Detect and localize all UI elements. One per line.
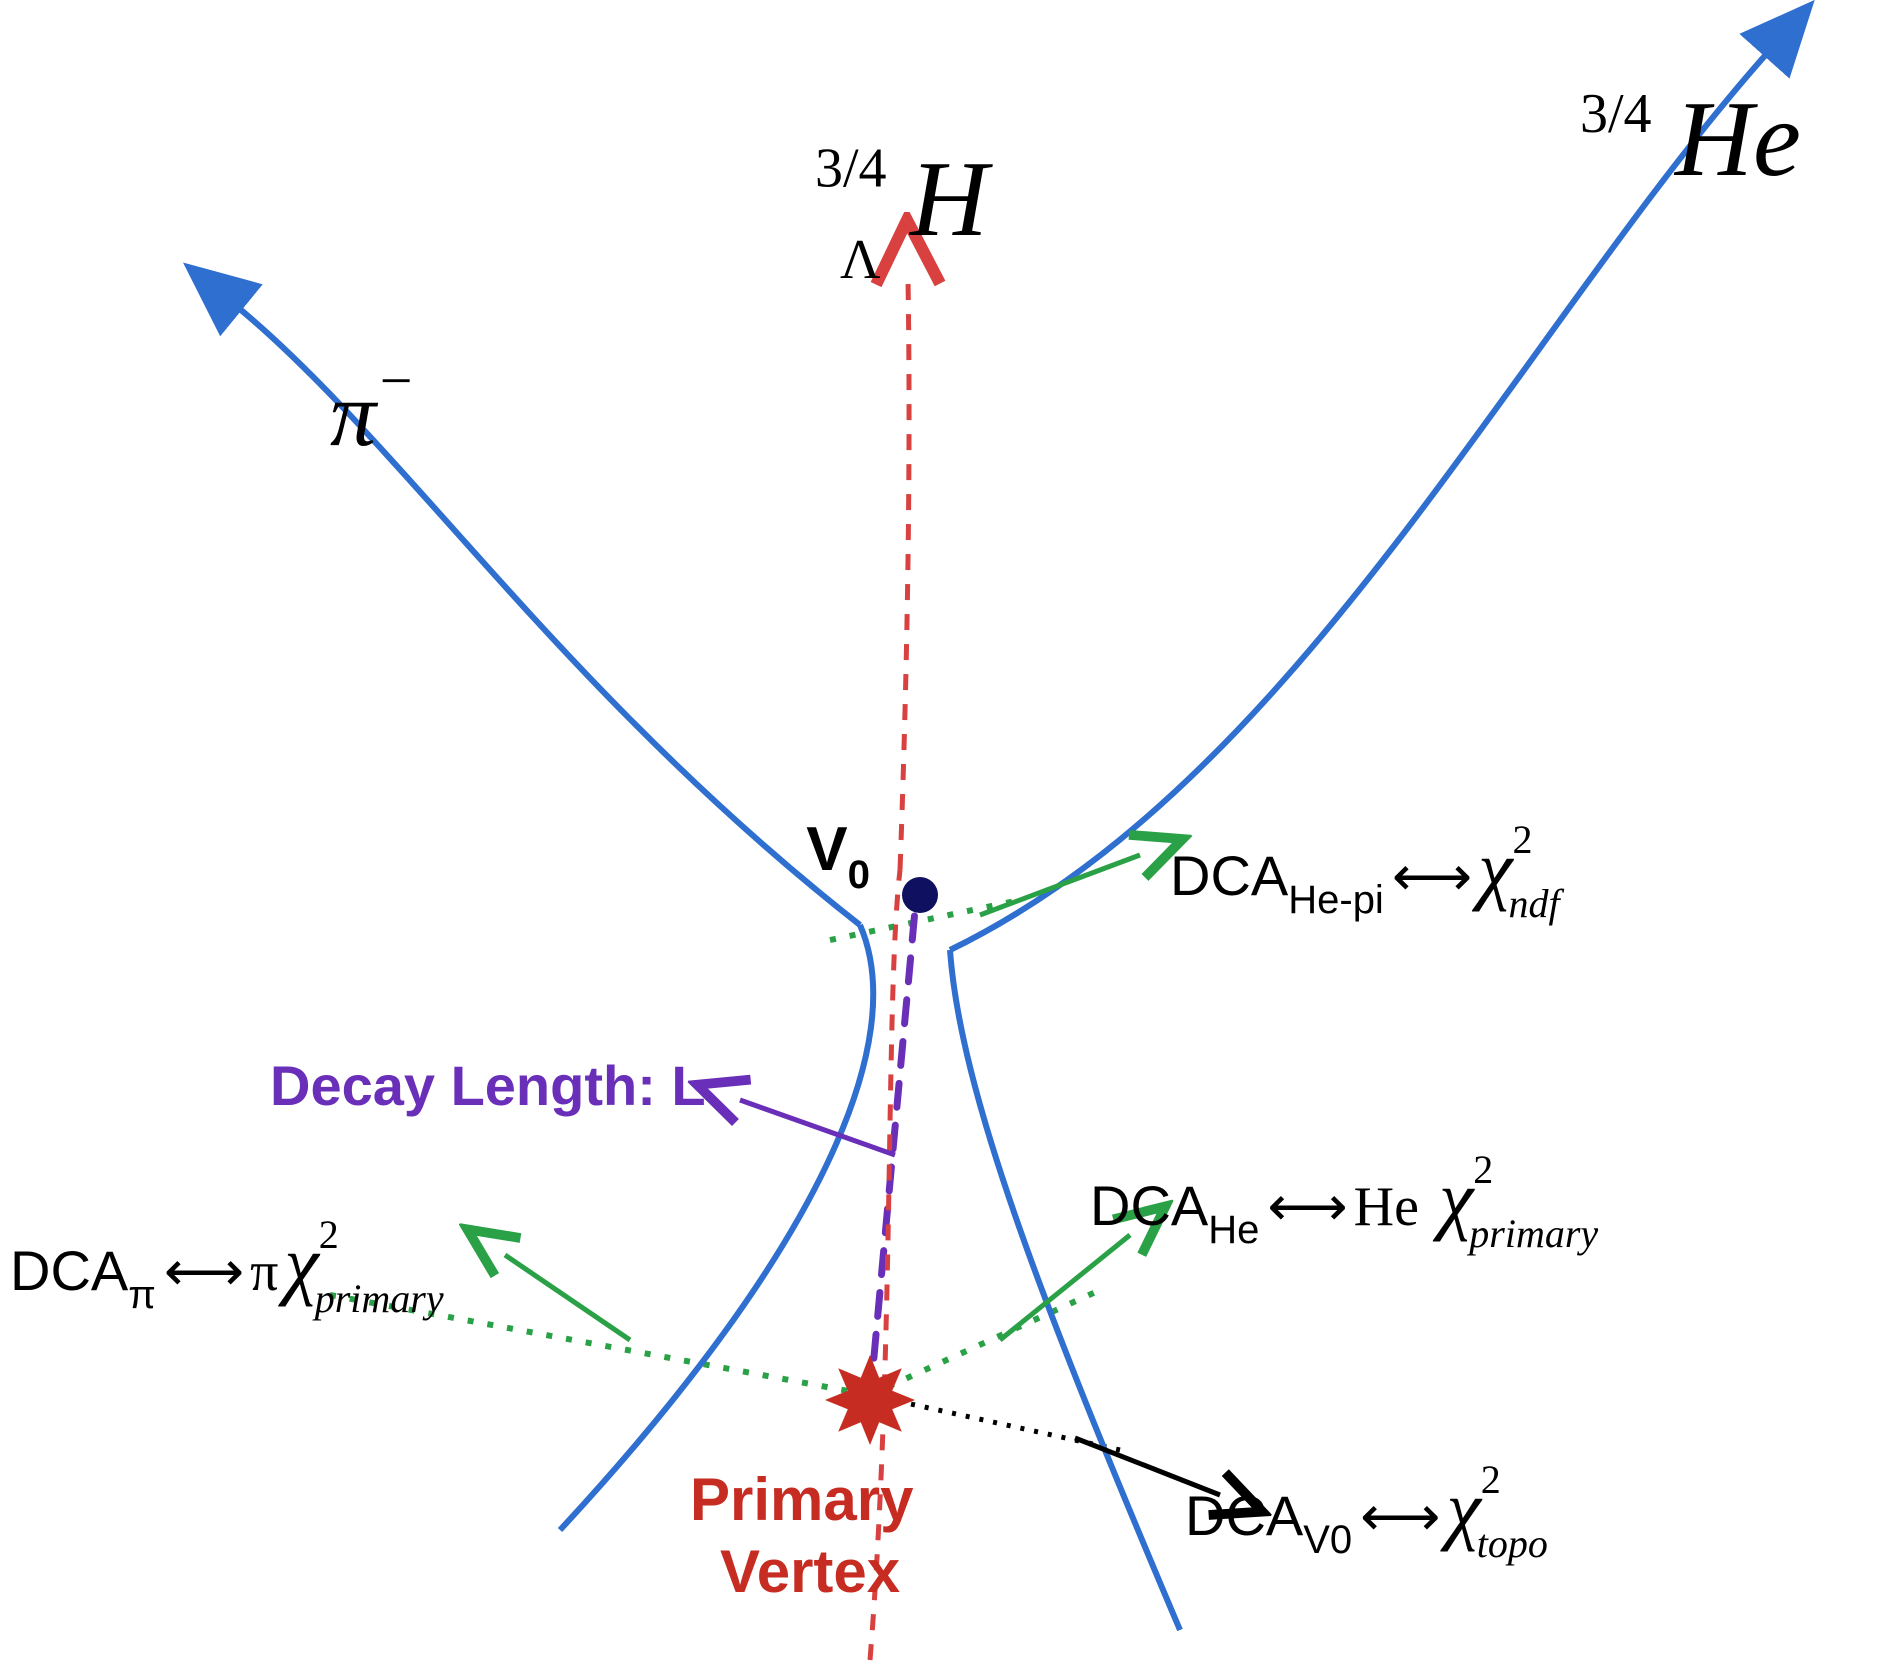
primary-vertex-label-1: Primary: [690, 1466, 914, 1533]
dca-he-pi-label: DCAHe-pi⟷χ2ndf: [1170, 817, 1564, 926]
callout-dca-he-arrow: [1000, 1235, 1130, 1340]
helium-track: [950, 50, 1770, 950]
pion-label: π−: [330, 348, 415, 465]
hypernucleus-track-upper: [900, 280, 909, 870]
dca-v0-label: DCAV0⟷χ2topo: [1185, 1457, 1548, 1566]
decay-length-label: Decay Length: L: [270, 1054, 706, 1117]
decay-topology-diagram: π− V0 3/4ΛH 3/4He Decay Length: L PrimaryVert…: [0, 0, 1904, 1674]
v0-label: V0: [806, 815, 870, 897]
primary-vertex-star: [825, 1355, 915, 1445]
pion-track: [235, 305, 860, 925]
secondary-vertex-dot: [902, 877, 938, 913]
primary-vertex-label-2: Vertex: [720, 1538, 900, 1605]
callout-dca-pi-arrow: [505, 1255, 630, 1340]
dca-he-label: DCAHe⟷He χ2primary: [1090, 1147, 1598, 1256]
pion-track-ext: [560, 925, 873, 1530]
callout-decay-length-arrow: [740, 1100, 895, 1155]
helium-label: 3/4He: [1580, 80, 1801, 199]
dca-he-dotted: [870, 1290, 1100, 1395]
dca-pi-label: DCAπ⟷πχ2primary: [10, 1212, 444, 1321]
callout-dca-he-pi-arrow: [980, 855, 1140, 915]
hypernucleus-label: 3/4ΛH: [815, 137, 993, 291]
